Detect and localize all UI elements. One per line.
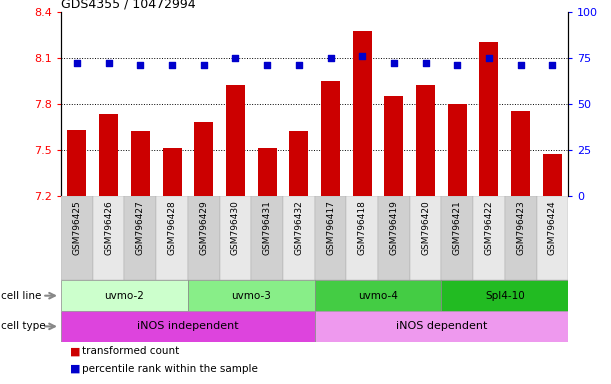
Bar (416, 85, 435, 196)
Text: uvmo-2: uvmo-2 (104, 291, 144, 301)
Text: GSM796425: GSM796425 (73, 200, 81, 255)
Text: GSM796427: GSM796427 (136, 200, 145, 255)
Text: uvmo-3: uvmo-3 (232, 291, 271, 301)
Text: cell type: cell type (1, 321, 45, 331)
Point (199, 62, 208, 68)
Point (357, 53, 367, 59)
Text: GSM796431: GSM796431 (263, 200, 272, 255)
Point (104, 60, 114, 66)
Bar (188, 280, 315, 311)
Point (136, 62, 145, 68)
Bar (543, 154, 562, 196)
Point (547, 62, 557, 68)
Bar (346, 196, 378, 280)
Bar (61, 280, 188, 311)
Bar (378, 196, 410, 280)
Bar (315, 311, 568, 342)
Bar (321, 81, 340, 196)
Bar (315, 196, 346, 280)
Bar (480, 42, 499, 196)
Bar (251, 196, 283, 280)
Bar (258, 148, 277, 196)
Bar (194, 122, 213, 196)
Bar (125, 196, 156, 280)
Text: GSM796422: GSM796422 (485, 200, 494, 255)
Bar (67, 130, 87, 196)
Bar (188, 196, 219, 280)
Text: GSM796428: GSM796428 (167, 200, 177, 255)
Bar (448, 104, 467, 196)
Point (167, 62, 177, 68)
Bar (353, 31, 371, 196)
Bar (384, 96, 403, 196)
Bar (505, 196, 536, 280)
Text: GSM796417: GSM796417 (326, 200, 335, 255)
Text: GSM796421: GSM796421 (453, 200, 462, 255)
Bar (156, 196, 188, 280)
Bar (61, 311, 315, 342)
Bar (473, 196, 505, 280)
Text: GDS4355 / 10472994: GDS4355 / 10472994 (61, 0, 196, 10)
Text: GSM796419: GSM796419 (389, 200, 398, 255)
Text: cell line: cell line (1, 291, 41, 301)
Point (516, 62, 525, 68)
Text: GSM796423: GSM796423 (516, 200, 525, 255)
Point (262, 62, 272, 68)
Bar (511, 111, 530, 196)
Bar (315, 280, 441, 311)
Bar (61, 196, 93, 280)
Text: GSM796418: GSM796418 (357, 200, 367, 255)
Text: uvmo-4: uvmo-4 (358, 291, 398, 301)
Text: GSM796426: GSM796426 (104, 200, 113, 255)
Point (484, 55, 494, 61)
Bar (163, 148, 181, 196)
Point (230, 55, 240, 61)
Point (421, 60, 431, 66)
Text: GSM796420: GSM796420 (421, 200, 430, 255)
Bar (131, 131, 150, 196)
Point (326, 55, 335, 61)
Text: GSM796424: GSM796424 (548, 200, 557, 255)
Bar (99, 114, 118, 196)
Text: ■: ■ (70, 346, 81, 356)
Text: transformed count: transformed count (82, 346, 180, 356)
Bar (219, 196, 251, 280)
Text: iNOS independent: iNOS independent (137, 321, 239, 331)
Text: GSM796432: GSM796432 (295, 200, 303, 255)
Text: Spl4-10: Spl4-10 (485, 291, 525, 301)
Bar (441, 280, 568, 311)
Point (72, 60, 82, 66)
Bar (93, 196, 125, 280)
Text: iNOS dependent: iNOS dependent (396, 321, 487, 331)
Text: ■: ■ (70, 364, 81, 374)
Point (294, 62, 304, 68)
Text: GSM796429: GSM796429 (199, 200, 208, 255)
Bar (226, 85, 245, 196)
Bar (290, 131, 309, 196)
Bar (410, 196, 441, 280)
Bar (441, 196, 473, 280)
Bar (283, 196, 315, 280)
Bar (536, 196, 568, 280)
Point (389, 60, 399, 66)
Text: GSM796430: GSM796430 (231, 200, 240, 255)
Point (452, 62, 462, 68)
Text: percentile rank within the sample: percentile rank within the sample (82, 364, 258, 374)
